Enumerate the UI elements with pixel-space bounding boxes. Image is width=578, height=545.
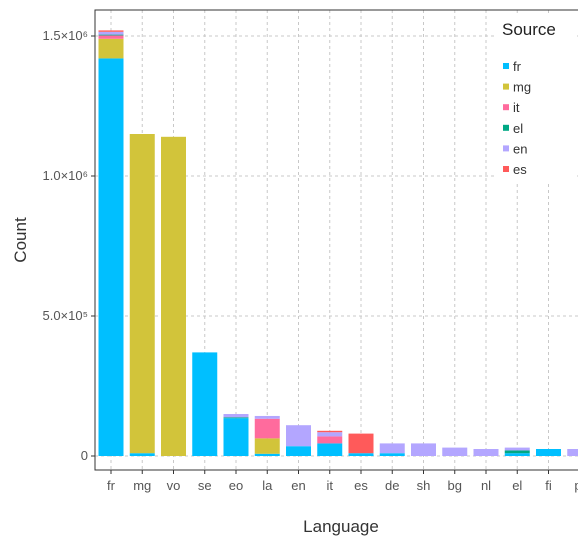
legend-label-fr: fr	[513, 59, 522, 74]
bar-sh-en	[411, 443, 436, 456]
bar-mg-mg	[130, 134, 155, 453]
bar-de-fr	[380, 453, 405, 456]
x-tick-label-nl: nl	[481, 478, 491, 493]
x-tick-label-fi: fi	[545, 478, 552, 493]
legend-label-en: en	[513, 141, 527, 156]
legend-swatch-fr	[503, 63, 509, 69]
legend: Source fr mg it el en es	[497, 14, 577, 184]
legend-swatch-it	[503, 104, 509, 110]
bar-fr-el	[99, 35, 124, 36]
bar-la-en	[255, 416, 280, 419]
bar-pt-en	[567, 449, 578, 456]
bar-mg-fr	[130, 453, 155, 456]
x-tick-label-eo: eo	[229, 478, 243, 493]
bar-el-fr	[505, 453, 530, 456]
legend-label-it: it	[513, 100, 520, 115]
x-tick-label-it: it	[327, 478, 334, 493]
x-tick-label-bg: bg	[448, 478, 462, 493]
legend-background	[497, 14, 577, 184]
bar-bg-en	[442, 448, 467, 456]
bar-en-fr	[286, 446, 311, 456]
y-axis-title: Count	[11, 217, 30, 263]
legend-swatch-mg	[503, 84, 509, 90]
bar-eo-en	[224, 414, 249, 417]
bar-la-mg	[255, 438, 280, 453]
bar-fr-es	[99, 30, 124, 31]
bar-it-fr	[317, 443, 342, 456]
x-tick-label-mg: mg	[133, 478, 151, 493]
bar-it-it	[317, 436, 342, 443]
bar-vo-mg	[161, 137, 186, 456]
bar-fr-mg	[99, 39, 124, 59]
legend-label-mg: mg	[513, 80, 531, 95]
y-tick-label-3: 1.5×10⁶	[43, 28, 88, 43]
x-tick-label-de: de	[385, 478, 399, 493]
y-tick-label-1: 5.0×10⁵	[42, 308, 88, 323]
bar-el-en	[505, 448, 530, 451]
x-tick-label-en: en	[291, 478, 305, 493]
y-tick-label-2: 1.0×10⁶	[43, 168, 88, 183]
x-tick-label-el: el	[512, 478, 522, 493]
bar-de-en	[380, 443, 405, 453]
legend-swatch-el	[503, 125, 509, 131]
bar-la-it	[255, 419, 280, 439]
bar-fr-it	[99, 35, 124, 38]
legend-label-es: es	[513, 162, 527, 177]
x-tick-label-fr: fr	[107, 478, 116, 493]
x-axis-title: Language	[303, 517, 379, 536]
x-tick-label-vo: vo	[167, 478, 181, 493]
legend-title: Source	[502, 20, 556, 39]
y-axis-ticks: 0 5.0×10⁵ 1.0×10⁶ 1.5×10⁶	[42, 28, 95, 463]
bar-es-fr	[349, 453, 374, 456]
bar-se-fr	[192, 352, 217, 456]
x-axis-ticks: fr mg vo se eo la en it es de sh bg nl el fi pt	[107, 470, 578, 493]
x-tick-label-la: la	[262, 478, 273, 493]
x-tick-label-se: se	[198, 478, 212, 493]
bar-eo-el	[224, 417, 249, 418]
x-tick-label-es: es	[354, 478, 368, 493]
bar-en-en	[286, 425, 311, 446]
x-tick-label-sh: sh	[417, 478, 431, 493]
bar-fr-fr	[99, 58, 124, 456]
legend-swatch-es	[503, 166, 509, 172]
x-tick-label-pt: pt	[574, 478, 578, 493]
bar-eo-fr	[224, 418, 249, 456]
bar-el-el	[505, 450, 530, 453]
bar-nl-en	[474, 449, 499, 456]
bar-es-es	[349, 434, 374, 454]
bar-fr-en	[99, 32, 124, 35]
bar-it-en	[317, 432, 342, 436]
bar-la-fr	[255, 454, 280, 456]
y-tick-label-0: 0	[81, 448, 88, 463]
bar-fi-fr	[536, 449, 561, 456]
legend-label-el: el	[513, 121, 523, 136]
bar-it-es	[317, 431, 342, 432]
legend-swatch-en	[503, 145, 509, 151]
